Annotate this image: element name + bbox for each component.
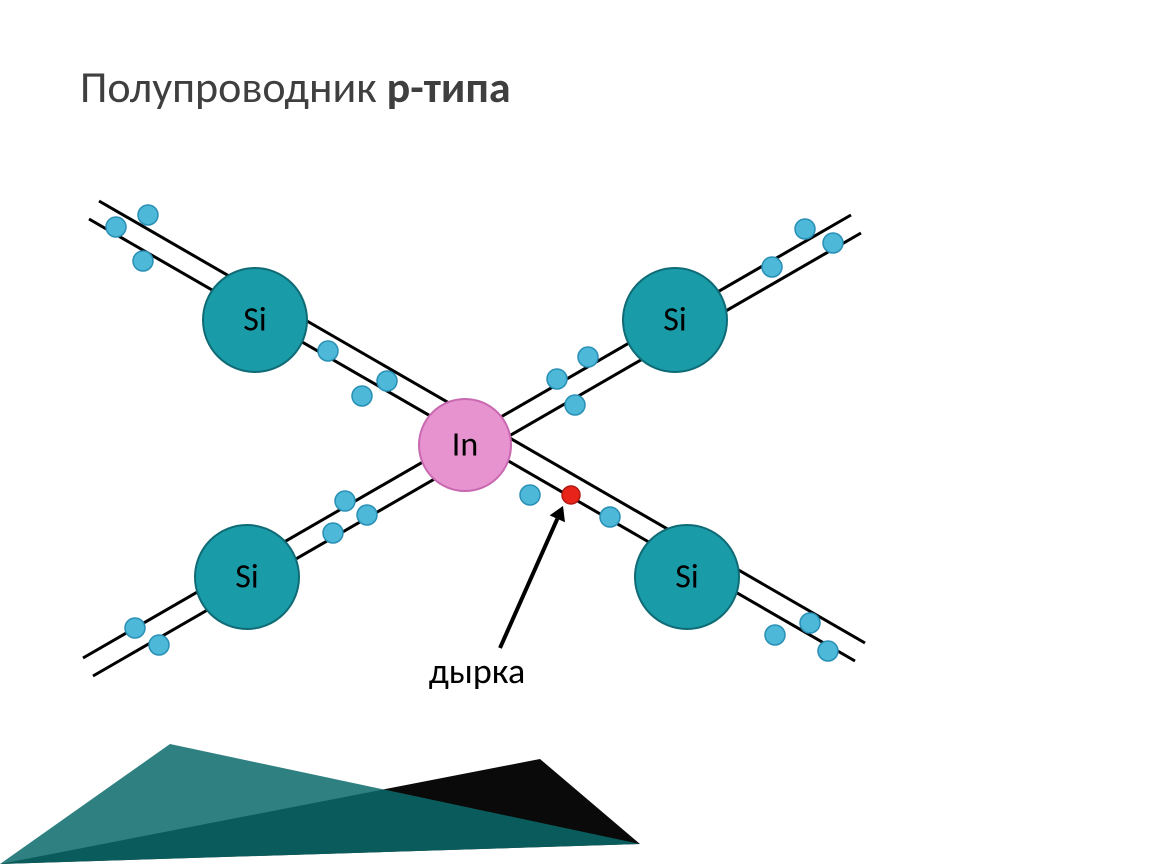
diagram-svg: Si Si Si Si In дырка	[75, 185, 895, 745]
hole-group	[562, 486, 580, 504]
title-bold: p-типа	[387, 60, 511, 114]
callout-arrow: дырка	[429, 506, 565, 693]
slide-title: Полупроводник p-типа	[80, 60, 511, 114]
decor-teal	[0, 744, 640, 864]
semiconductor-diagram: Si Si Si Si In дырка	[75, 185, 895, 745]
svg-text:дырка: дырка	[429, 649, 525, 693]
svg-text:Si: Si	[663, 300, 686, 341]
svg-text:Si: Si	[235, 557, 258, 598]
svg-text:Si: Si	[243, 300, 266, 341]
atoms-group: Si Si Si Si In	[195, 268, 739, 629]
svg-text:Si: Si	[675, 557, 698, 598]
title-prefix: Полупроводник	[80, 60, 387, 114]
svg-text:In: In	[452, 425, 478, 466]
decor-dark	[0, 759, 640, 864]
